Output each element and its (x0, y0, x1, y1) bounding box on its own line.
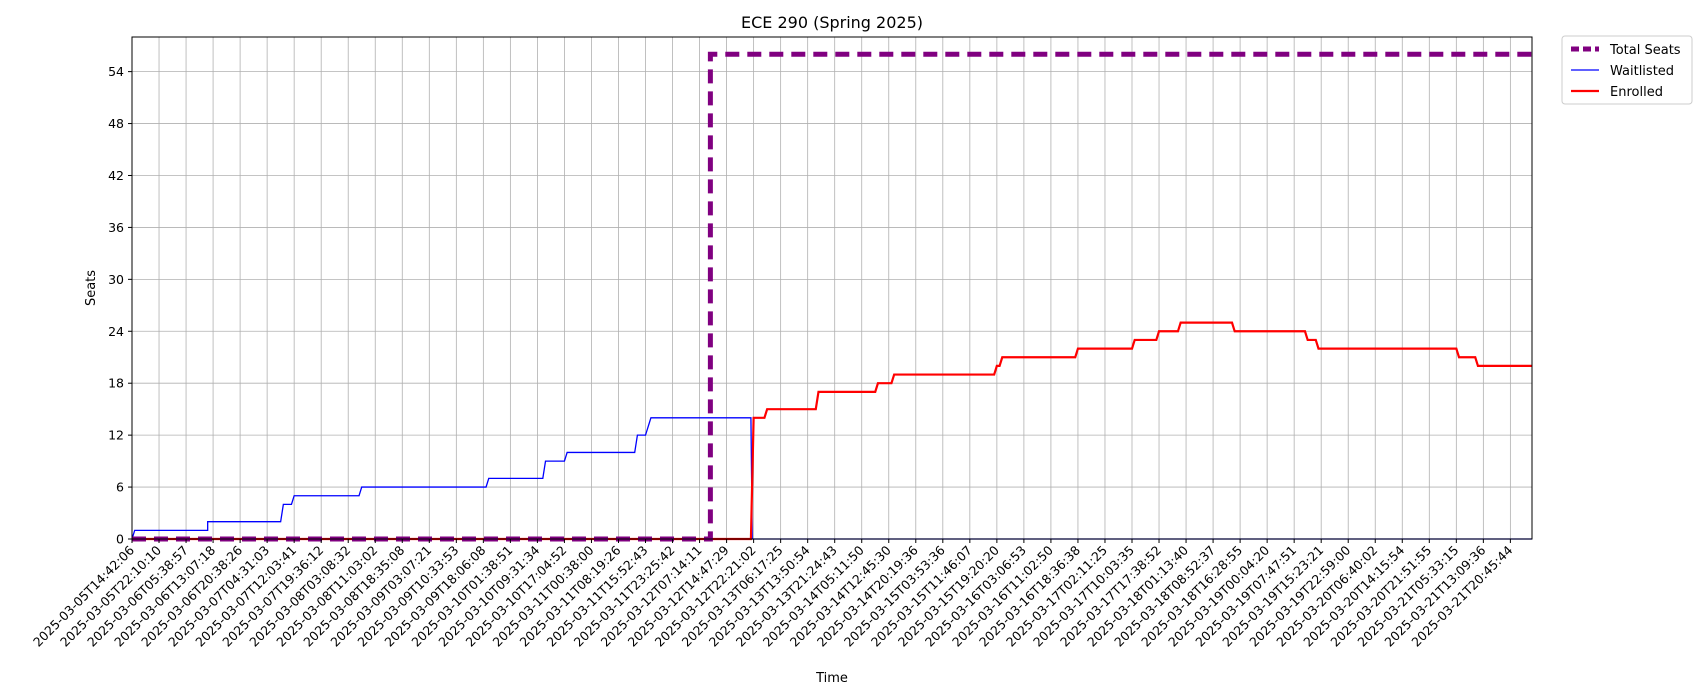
y-ticks: 0 6 12 18 24 30 36 42 48 54 (108, 64, 132, 547)
y-tick-label: 18 (108, 376, 124, 391)
series-line-total-seats (132, 51, 1532, 542)
y-tick-label: 54 (108, 64, 124, 79)
y-tick-label: 24 (108, 324, 124, 339)
y-tick-label: 12 (108, 428, 124, 443)
y-tick-label: 6 (116, 480, 124, 495)
series-layer (131, 51, 1532, 542)
legend: Total Seats Waitlisted Enrolled (1561, 35, 1693, 105)
y-axis-label: Seats (84, 270, 99, 306)
grid (131, 37, 1532, 540)
series-line-waitlisted (131, 417, 1532, 540)
y-tick-label: 48 (108, 116, 124, 131)
chart-title: ECE 290 (Spring 2025) (741, 13, 923, 32)
legend-label: Enrolled (1610, 85, 1663, 100)
legend-box (1561, 35, 1693, 105)
plot-frame (131, 36, 1533, 540)
x-axis-label: Time (815, 671, 848, 686)
series-line-enrolled (132, 321, 1532, 541)
legend-label: Waitlisted (1610, 64, 1674, 79)
y-tick-label: 36 (108, 220, 124, 235)
y-tick-label: 42 (108, 168, 124, 183)
y-tick-label: 0 (116, 532, 124, 547)
y-tick-label: 30 (108, 272, 124, 287)
x-ticks: 2025-03-05T14:42:062025-03-05T22:10:1020… (30, 539, 1516, 650)
legend-label: Total Seats (1609, 43, 1681, 58)
